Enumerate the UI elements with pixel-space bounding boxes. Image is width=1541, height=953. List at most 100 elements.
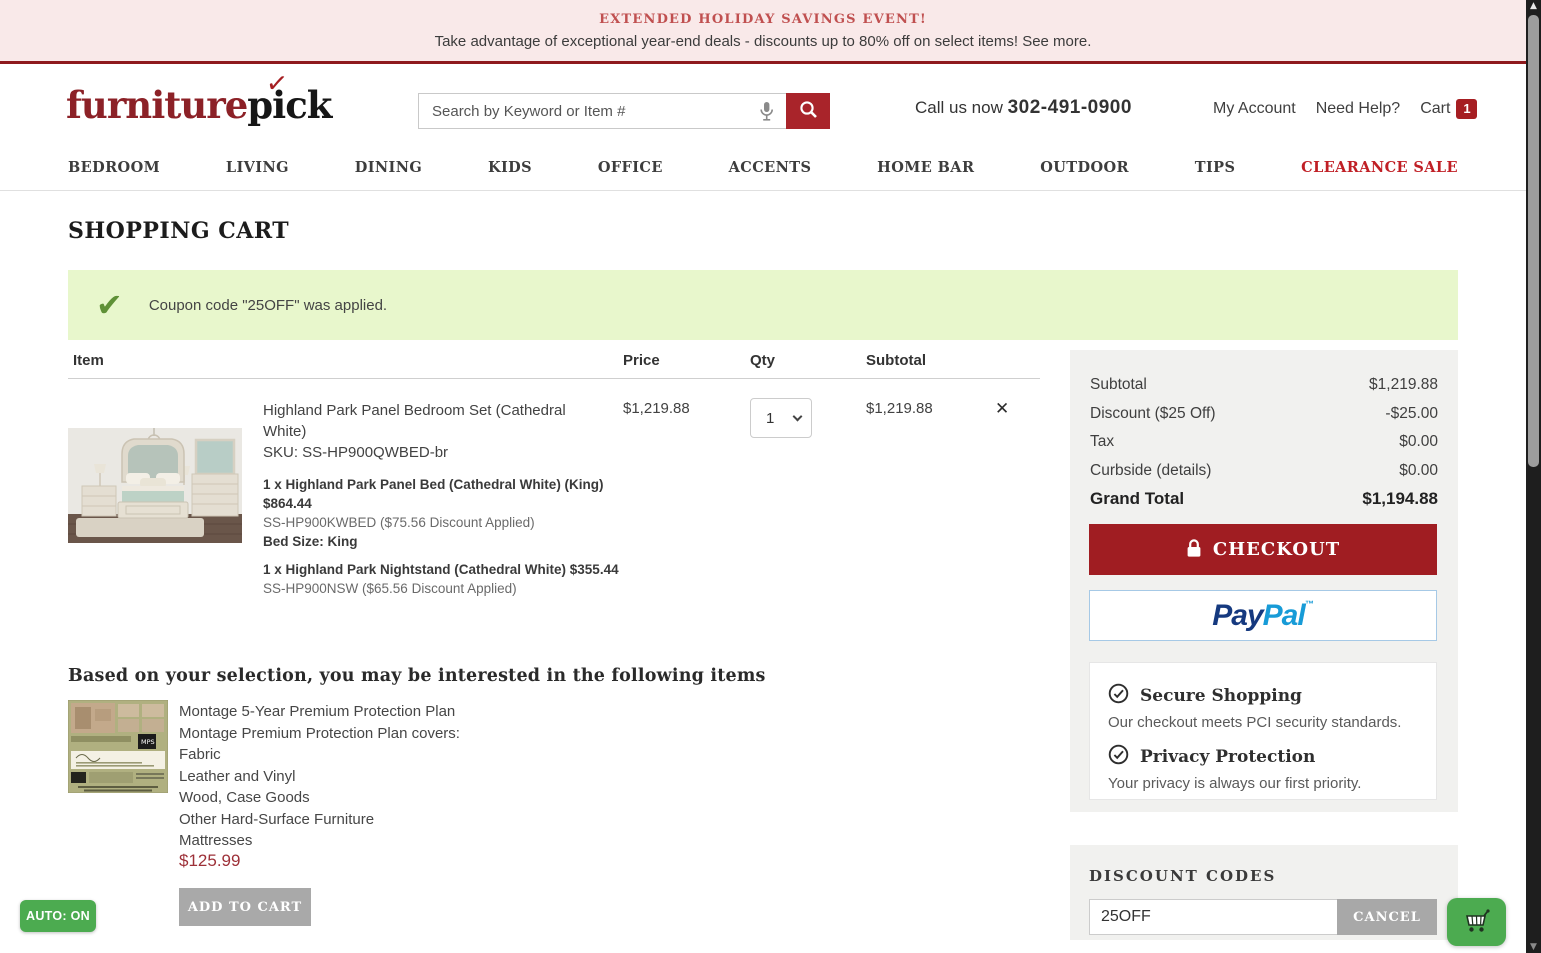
summary-row-tax: Tax $0.00 (1090, 428, 1438, 457)
site-logo[interactable]: furniturepick ✓ (66, 68, 332, 127)
suggestion-line: Mattresses (179, 832, 253, 849)
quantity-select[interactable]: 1 (750, 398, 812, 438)
secure-shopping-row: Secure Shopping (1108, 683, 1418, 709)
search-icon (799, 100, 818, 122)
circle-check-icon (1108, 683, 1129, 709)
cancel-coupon-button[interactable]: CANCEL (1337, 899, 1437, 935)
paypal-pay: Pay (1212, 598, 1263, 632)
paypal-logo: PayPal™ (1212, 599, 1313, 633)
nav-clearance-sale[interactable]: CLEARANCE SALE (1301, 159, 1458, 176)
need-help-link[interactable]: Need Help? (1315, 100, 1401, 117)
trust-card: Secure Shopping Our checkout meets PCI s… (1089, 662, 1437, 800)
suggestion-heading: Based on your selection, you may be inte… (68, 666, 766, 686)
nav-dining[interactable]: DINING (354, 159, 423, 176)
summary-value: -$25.00 (1385, 404, 1438, 422)
discount-codes-panel: DISCOUNT CODES CANCEL (1070, 845, 1458, 940)
promo-subtitle: Take advantage of exceptional year-end d… (0, 33, 1526, 50)
cart-link-label: Cart (1420, 100, 1451, 117)
my-account-link[interactable]: My Account (1213, 100, 1296, 117)
summary-label[interactable]: Curbside (details) (1090, 461, 1212, 479)
cart-item: Highland Park Panel Bedroom Set (Cathedr… (263, 400, 619, 598)
item-sku: SKU: SS-HP900QWBED-br (263, 444, 449, 461)
remove-item-button[interactable]: ✕ (995, 399, 1010, 419)
suggestion-title[interactable]: Montage 5-Year Premium Protection Plan (179, 703, 456, 720)
cart-table-divider (68, 378, 1040, 379)
scrollbar-down-arrow[interactable]: ▼ (1530, 942, 1537, 952)
scrollbar-thumb[interactable] (1528, 15, 1539, 467)
cart-icon (1463, 908, 1491, 937)
discount-code-input[interactable] (1089, 899, 1337, 935)
scrollbar-up-arrow[interactable]: ▲ (1530, 1, 1537, 11)
col-price: Price (623, 352, 660, 369)
nav-bedroom[interactable]: BEDROOM (68, 159, 161, 176)
grand-total-value: $1,194.88 (1362, 489, 1438, 508)
logo-check-icon: ✓ (264, 67, 289, 101)
secure-shopping-desc: Our checkout meets PCI security standard… (1108, 714, 1402, 731)
floating-cart-button[interactable] (1447, 898, 1506, 946)
privacy-protection-title: Privacy Protection (1140, 747, 1316, 767)
privacy-protection-desc: Your privacy is always our first priorit… (1108, 775, 1362, 792)
search-button[interactable] (786, 93, 830, 129)
call-us: Call us now 302-491-0900 (915, 97, 1132, 119)
search-bar (418, 93, 830, 129)
component-sku: SS-HP900NSW ($65.56 Discount Applied) (263, 581, 517, 596)
nav-accents[interactable]: ACCENTS (728, 159, 812, 176)
suggestion-image[interactable]: MPS (67, 699, 169, 794)
summary-row-subtotal: Subtotal $1,219.88 (1090, 371, 1438, 400)
item-components: 1 x Highland Park Panel Bed (Cathedral W… (263, 475, 663, 598)
nav-kids[interactable]: KIDS (487, 159, 533, 176)
summary-row-curbside: Curbside (details) $0.00 (1090, 457, 1438, 486)
promo-banner: EXTENDED HOLIDAY SAVINGS EVENT! Take adv… (0, 0, 1526, 64)
auto-on-button[interactable]: AUTO: ON (20, 900, 96, 932)
item-subtotal: $1,219.88 (866, 400, 933, 417)
page-scrollbar[interactable]: ▲ ▼ (1526, 0, 1541, 953)
item-title[interactable]: Highland Park Panel Bedroom Set (Cathedr… (263, 402, 566, 440)
paypal-button[interactable]: PayPal™ (1089, 590, 1437, 641)
discount-code-row: CANCEL (1089, 899, 1458, 935)
col-qty: Qty (750, 352, 776, 369)
summary-label: Discount ($25 Off) (1090, 404, 1216, 422)
component-name: 1 x Highland Park Panel Bed (Cathedral W… (263, 477, 604, 492)
summary-value: $0.00 (1399, 461, 1438, 479)
suggestion-line: Fabric (179, 746, 221, 763)
summary-value: $1,219.88 (1369, 376, 1438, 393)
circle-check-icon (1108, 744, 1129, 770)
coupon-success-banner: ✔ Coupon code "25OFF" was applied. (68, 270, 1458, 340)
header-links: My Account Need Help? Cart 1 (1213, 99, 1478, 119)
nav-home-bar[interactable]: HOME BAR (877, 159, 975, 176)
component-name: 1 x Highland Park Nightstand (Cathedral … (263, 562, 619, 577)
main-nav: BEDROOM LIVING DINING KIDS OFFICE ACCENT… (68, 145, 1458, 190)
suggestion-line: Montage Premium Protection Plan covers: (179, 724, 460, 742)
checkout-button[interactable]: CHECKOUT (1089, 524, 1437, 575)
discount-codes-title: DISCOUNT CODES (1089, 867, 1277, 885)
secure-shopping-title: Secure Shopping (1140, 686, 1302, 706)
phone-number[interactable]: 302-491-0900 (1007, 97, 1132, 118)
product-image[interactable] (68, 428, 242, 543)
order-summary-panel: Subtotal $1,219.88 Discount ($25 Off) -$… (1070, 350, 1458, 812)
cart-link[interactable]: Cart 1 (1420, 99, 1478, 119)
logo-pick: pick (247, 83, 332, 127)
coupon-message: Coupon code "25OFF" was applied. (148, 296, 388, 314)
nav-living[interactable]: LIVING (225, 159, 289, 176)
cart-count-badge: 1 (1456, 99, 1478, 119)
suggestion-details: Montage 5-Year Premium Protection Plan M… (179, 701, 460, 852)
logo-furniture: furniture (66, 83, 248, 127)
component-price: $864.44 (263, 496, 312, 511)
search-input[interactable] (418, 93, 786, 129)
paypal-tm: ™ (1304, 598, 1314, 609)
summary-label: Tax (1090, 433, 1115, 450)
success-check-icon: ✔ (96, 286, 123, 324)
suggestion-price: $125.99 (179, 851, 241, 870)
nav-office[interactable]: OFFICE (597, 159, 663, 176)
call-us-label: Call us now (915, 98, 1008, 117)
nav-outdoor[interactable]: OUTDOOR (1040, 159, 1129, 176)
microphone-icon[interactable] (759, 101, 774, 127)
page-title: SHOPPING CART (68, 218, 290, 244)
lock-icon (1186, 538, 1202, 561)
svg-text:MPS: MPS (141, 738, 155, 746)
add-to-cart-button[interactable]: ADD TO CART (179, 888, 311, 926)
nav-tips[interactable]: TIPS (1194, 159, 1236, 176)
checkout-label: CHECKOUT (1212, 539, 1341, 560)
see-more-link[interactable]: See more. (1022, 33, 1092, 50)
nav-divider (0, 190, 1526, 191)
